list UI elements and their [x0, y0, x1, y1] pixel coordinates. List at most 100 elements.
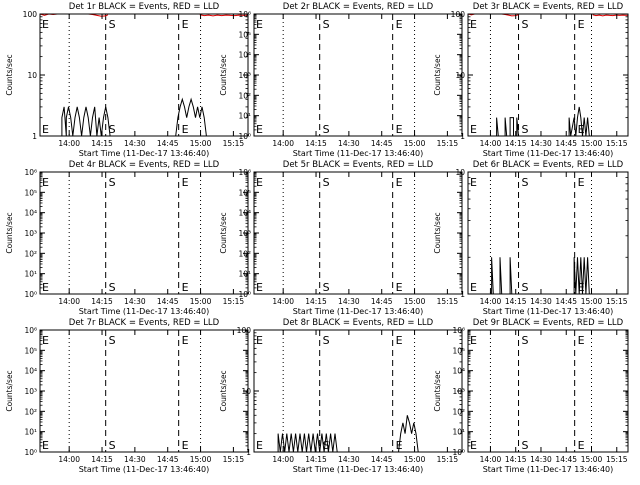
y-tick-label: 10² [24, 407, 37, 416]
x-tick-label: 14:30 [338, 455, 360, 464]
plot-frame [467, 13, 629, 137]
x-tick-label: 14:30 [124, 297, 146, 306]
panel-title: Det 5r BLACK = Events, RED = LLD [283, 160, 434, 170]
marker-label-s: S [323, 281, 330, 294]
x-tick-label: 14:45 [157, 139, 179, 148]
y-tick-label: 10⁴ [452, 367, 465, 376]
marker-label-e: E [256, 176, 263, 189]
marker-label-e: E [182, 123, 189, 136]
events-series-line [175, 97, 207, 137]
marker-label-e: E [578, 18, 585, 31]
marker-label-e: E [578, 123, 585, 136]
y-tick-label: 10⁵ [452, 346, 465, 355]
y-tick-label: 10³ [238, 229, 251, 238]
x-tick-label: 15:15 [223, 139, 245, 148]
y-tick-label: 10⁰ [238, 290, 251, 299]
marker-label-e: E [182, 176, 189, 189]
y-tick-label: 10⁴ [24, 367, 37, 376]
y-tick-label: 10⁶ [238, 10, 251, 19]
y-tick-label: 10⁴ [24, 209, 37, 218]
marker-label-s: S [323, 123, 330, 136]
x-axis-label: Start Time (11-Dec-17 13:46:40) [483, 307, 614, 316]
marker-label-e: E [578, 334, 585, 347]
y-axis-label: Counts/sec [5, 212, 14, 253]
marker-label-e: E [182, 334, 189, 347]
x-tick-label: 15:00 [404, 297, 426, 306]
x-tick-label: 14:30 [530, 297, 552, 306]
marker-label-e: E [396, 281, 403, 294]
y-tick-label: 100 [451, 10, 466, 19]
x-tick-label: 14:30 [530, 455, 552, 464]
marker-label-e: E [470, 123, 477, 136]
panel-title: Det 9r BLACK = Events, RED = LLD [473, 318, 624, 328]
x-axis-label: Start Time (11-Dec-17 13:46:40) [293, 465, 424, 474]
y-tick-label: 10³ [24, 229, 37, 238]
panel-title: Det 8r BLACK = Events, RED = LLD [283, 318, 434, 328]
x-tick-label: 14:30 [338, 139, 360, 148]
panel-det-5: Det 5r BLACK = Events, RED = LLDEESSEE14… [219, 160, 463, 316]
panel-det-6: Det 6r BLACK = Events, RED = LLDEESSEE14… [433, 160, 629, 316]
y-tick-label: 10⁴ [238, 209, 251, 218]
marker-label-e: E [256, 334, 263, 347]
x-tick-label: 14:15 [505, 455, 527, 464]
y-tick-label: 1 [460, 290, 465, 299]
plot-frame [253, 13, 463, 137]
marker-label-e: E [470, 281, 477, 294]
marker-label-s: S [522, 123, 529, 136]
marker-label-e: E [396, 123, 403, 136]
x-tick-label: 15:15 [223, 297, 245, 306]
x-tick-label: 14:00 [480, 139, 502, 148]
marker-label-s: S [109, 176, 116, 189]
x-tick-label: 15:00 [404, 455, 426, 464]
x-tick-label: 14:30 [338, 297, 360, 306]
x-tick-label: 14:15 [91, 455, 113, 464]
y-tick-label: 10² [238, 249, 251, 258]
plot-frame [467, 171, 629, 295]
marker-label-e: E [396, 334, 403, 347]
marker-label-s: S [109, 281, 116, 294]
marker-label-s: S [522, 334, 529, 347]
y-tick-label: 10² [238, 91, 251, 100]
y-axis-label: Counts/sec [433, 370, 442, 411]
marker-label-s: S [522, 176, 529, 189]
marker-label-s: S [109, 18, 116, 31]
events-series-line [398, 415, 419, 453]
y-tick-label: 10¹ [24, 428, 37, 437]
events-series-line [573, 257, 590, 295]
y-tick-label: 10¹ [238, 270, 251, 279]
marker-label-e: E [396, 439, 403, 452]
y-tick-label: 10³ [24, 387, 37, 396]
marker-label-e: E [42, 334, 49, 347]
marker-label-e: E [578, 281, 585, 294]
x-tick-label: 15:00 [190, 455, 212, 464]
x-tick-label: 14:45 [157, 297, 179, 306]
marker-label-s: S [109, 334, 116, 347]
x-tick-label: 14:15 [91, 139, 113, 148]
panel-det-1: Det 1r BLACK = Events, RED = LLDEESSEE14… [5, 2, 249, 158]
x-tick-label: 14:15 [305, 455, 327, 464]
marker-label-e: E [396, 176, 403, 189]
marker-label-e: E [42, 176, 49, 189]
x-axis-label: Start Time (11-Dec-17 13:46:40) [79, 465, 210, 474]
x-tick-label: 15:00 [581, 139, 603, 148]
y-tick-label: 10 [27, 71, 37, 80]
marker-label-s: S [323, 18, 330, 31]
y-axis-label: Counts/sec [219, 212, 228, 253]
x-tick-label: 14:15 [505, 297, 527, 306]
x-tick-label: 14:00 [58, 139, 80, 148]
x-tick-label: 14:00 [272, 297, 294, 306]
y-tick-label: 10⁰ [24, 448, 37, 457]
x-tick-label: 15:15 [606, 455, 628, 464]
y-tick-label: 1 [246, 448, 251, 457]
marker-label-e: E [182, 439, 189, 452]
y-tick-label: 10⁵ [238, 30, 251, 39]
marker-label-s: S [522, 18, 529, 31]
panel-title: Det 3r BLACK = Events, RED = LLD [473, 2, 624, 12]
plot-frame [253, 171, 463, 295]
x-tick-label: 14:45 [555, 455, 577, 464]
marker-label-s: S [109, 123, 116, 136]
x-tick-label: 14:45 [555, 297, 577, 306]
marker-label-e: E [396, 18, 403, 31]
panel-det-9: Det 9r BLACK = Events, RED = LLDEESSEE14… [433, 318, 629, 474]
